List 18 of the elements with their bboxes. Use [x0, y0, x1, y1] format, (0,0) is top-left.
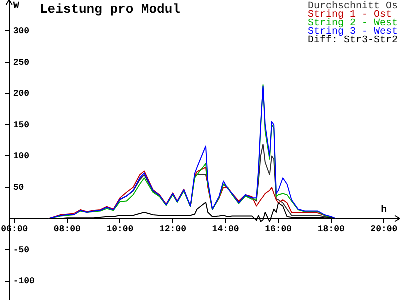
x-axis-title: h	[381, 204, 388, 216]
x-tick-label: 12:00	[159, 224, 186, 234]
x-tick-label: 16:00	[265, 224, 292, 234]
y-tick-label: 100	[13, 152, 30, 162]
y-tick-label: 250	[13, 58, 30, 68]
y-axis-title: W	[13, 2, 20, 13]
x-tick-label: 20:00	[370, 224, 398, 234]
y-tick-label: -100	[13, 276, 35, 287]
y-tick-label: -50	[13, 245, 30, 256]
x-tick-label: 18:00	[318, 224, 345, 234]
x-tick-label: 14:00	[212, 224, 240, 234]
y-tick-label: 150	[13, 120, 30, 130]
y-tick-label: 300	[13, 26, 30, 37]
chart-title: Leistung pro Modul	[40, 2, 181, 17]
x-tick-label: 10:00	[106, 224, 134, 234]
y-tick-label: 50	[13, 182, 24, 193]
y-tick-label: 200	[13, 89, 30, 100]
x-tick-label: 08:00	[54, 224, 81, 234]
